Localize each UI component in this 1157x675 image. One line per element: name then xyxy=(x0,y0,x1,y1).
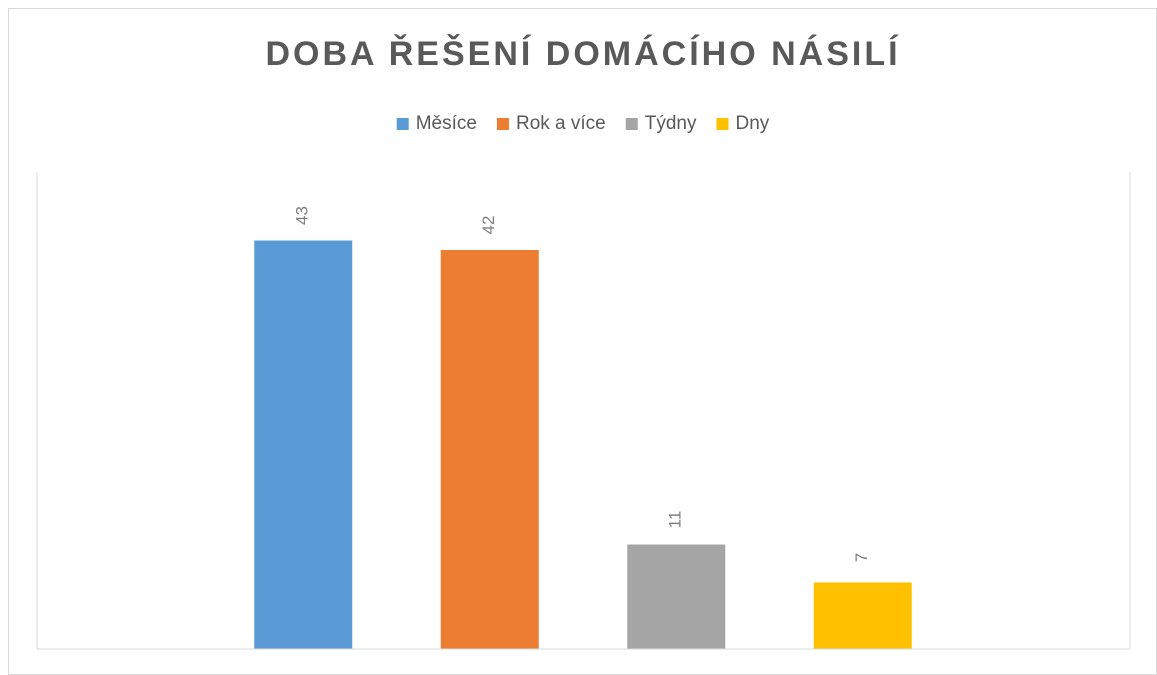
data-label: 42 xyxy=(479,216,498,235)
legend-label: Dny xyxy=(735,113,769,134)
bar xyxy=(813,582,912,649)
chart-border xyxy=(8,8,1157,675)
bar xyxy=(254,240,353,649)
data-label: 43 xyxy=(293,206,312,225)
legend-swatch xyxy=(496,118,509,130)
legend-swatch xyxy=(625,118,638,130)
legend-label: Týdny xyxy=(645,113,697,134)
bar xyxy=(627,544,726,649)
legend-label: Rok a více xyxy=(516,113,606,134)
bar xyxy=(440,250,539,649)
legend-label: Měsíce xyxy=(416,113,477,134)
legend-swatch xyxy=(396,118,409,130)
data-label: 7 xyxy=(852,553,871,562)
data-label: 11 xyxy=(666,511,685,529)
chart-title: DOBA ŘEŠENÍ DOMÁCÍHO NÁSILÍ xyxy=(265,34,900,73)
legend-swatch xyxy=(716,118,729,130)
